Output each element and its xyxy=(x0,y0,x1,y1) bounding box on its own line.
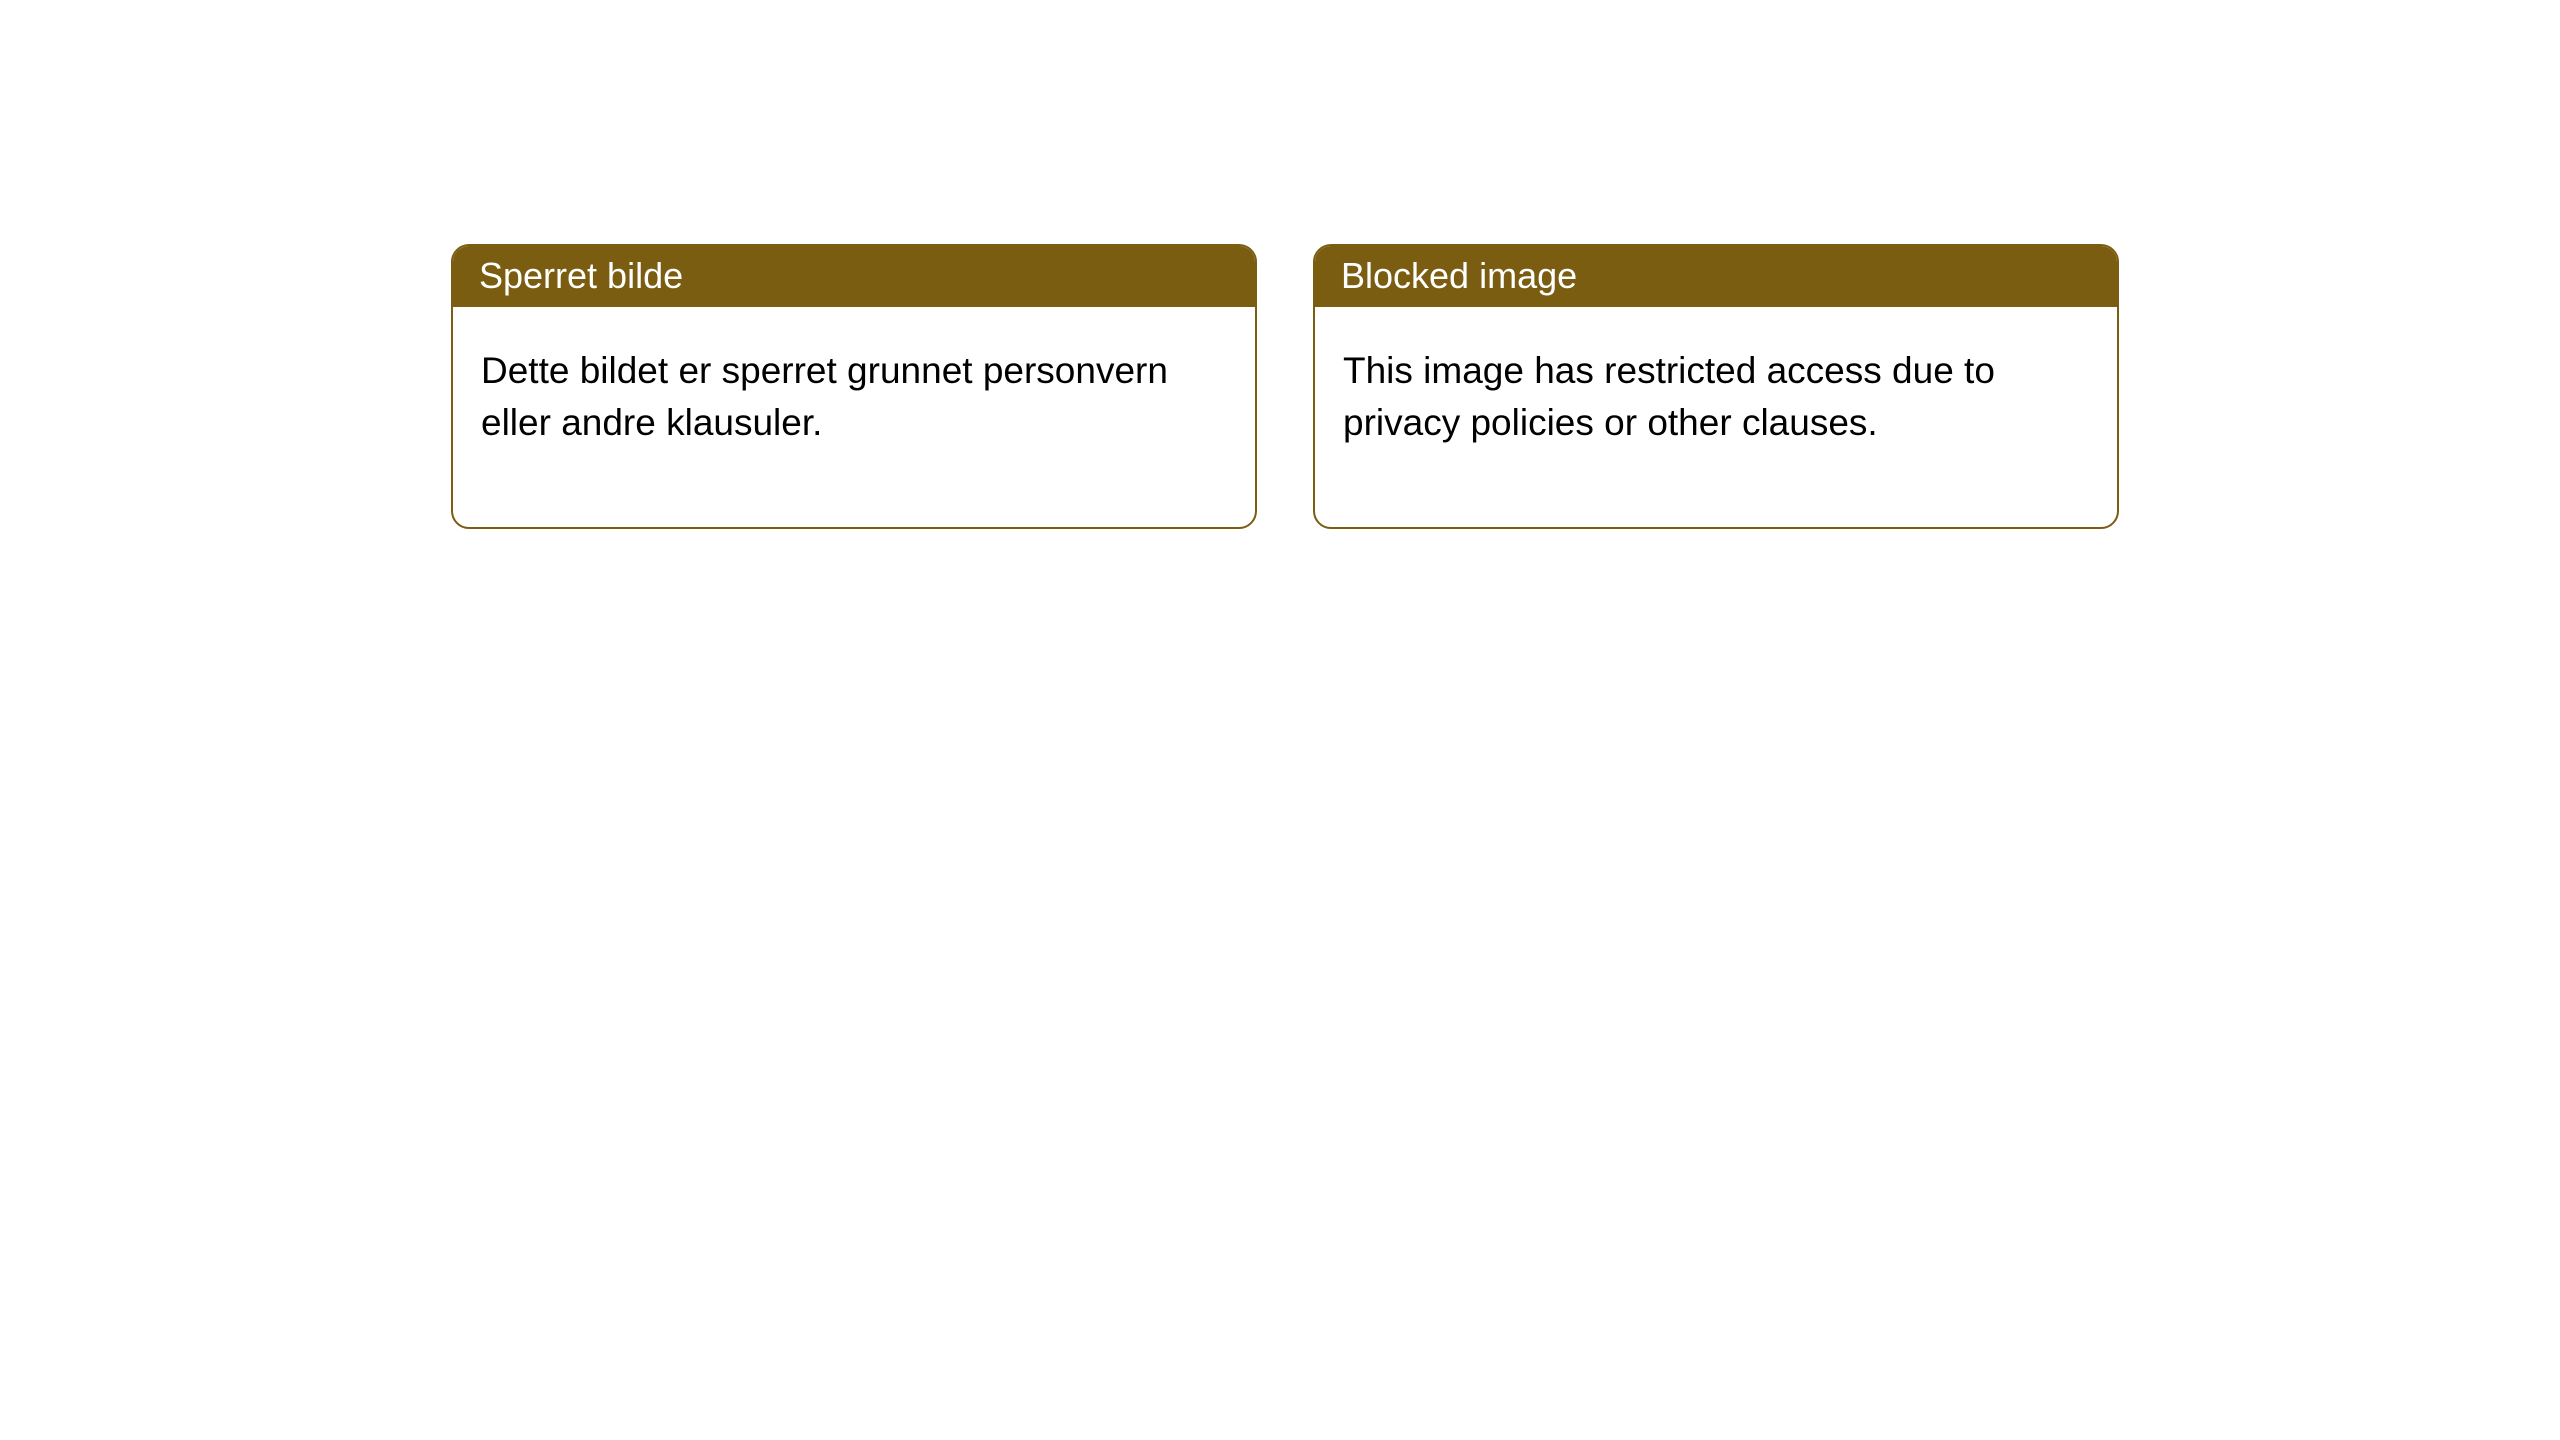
notice-header: Sperret bilde xyxy=(453,246,1255,307)
notice-body: Dette bildet er sperret grunnet personve… xyxy=(453,307,1255,527)
notice-header: Blocked image xyxy=(1315,246,2117,307)
notice-box-english: Blocked image This image has restricted … xyxy=(1313,244,2119,529)
notice-box-norwegian: Sperret bilde Dette bildet er sperret gr… xyxy=(451,244,1257,529)
notice-body: This image has restricted access due to … xyxy=(1315,307,2117,527)
notice-container: Sperret bilde Dette bildet er sperret gr… xyxy=(0,0,2560,529)
